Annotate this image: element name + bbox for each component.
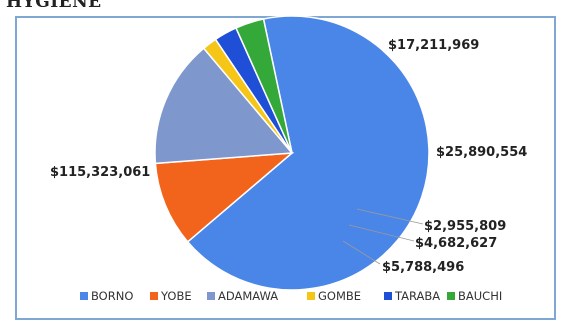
legend: BORNO YOBE ADAMAWA GOMBE TARABA BAUCHI xyxy=(80,289,502,303)
legend-swatch-taraba xyxy=(384,292,392,300)
data-label-bauchi: $5,788,496 xyxy=(382,260,464,275)
legend-swatch-gombe xyxy=(307,292,315,300)
legend-label-taraba: TARABA xyxy=(394,289,440,303)
legend-label-borno: BORNO xyxy=(91,289,133,303)
legend-label-yobe: YOBE xyxy=(160,289,192,303)
pie-slices xyxy=(154,15,430,291)
pie-slice-borno xyxy=(186,15,430,291)
data-label-gombe: $2,955,809 xyxy=(424,219,506,234)
leader-lines xyxy=(342,208,424,265)
legend-swatch-borno xyxy=(80,292,88,300)
legend-swatch-bauchi xyxy=(447,292,455,300)
data-label-adamawa: $25,890,554 xyxy=(436,145,527,160)
legend-label-gombe: GOMBE xyxy=(318,289,361,303)
data-label-taraba: $4,682,627 xyxy=(415,236,497,251)
data-label-borno: $115,323,061 xyxy=(50,165,150,180)
page-heading: HYGIENE xyxy=(6,0,102,12)
pie-slice-yobe xyxy=(154,152,295,243)
legend-swatch-adamawa xyxy=(207,292,215,300)
legend-swatch-yobe xyxy=(150,292,158,300)
legend-label-bauchi: BAUCHI xyxy=(458,289,502,303)
leader-line-taraba xyxy=(348,224,415,242)
pie-slice-bauchi xyxy=(235,18,293,154)
pie-slice-adamawa xyxy=(154,47,294,165)
leader-line-gombe xyxy=(356,208,424,225)
data-labels: $115,323,061 $17,211,969 $25,890,554 $2,955… xyxy=(50,38,527,275)
leader-line-bauchi xyxy=(342,240,381,265)
legend-label-adamawa: ADAMAWA xyxy=(218,289,278,303)
data-label-yobe: $17,211,969 xyxy=(388,38,479,53)
